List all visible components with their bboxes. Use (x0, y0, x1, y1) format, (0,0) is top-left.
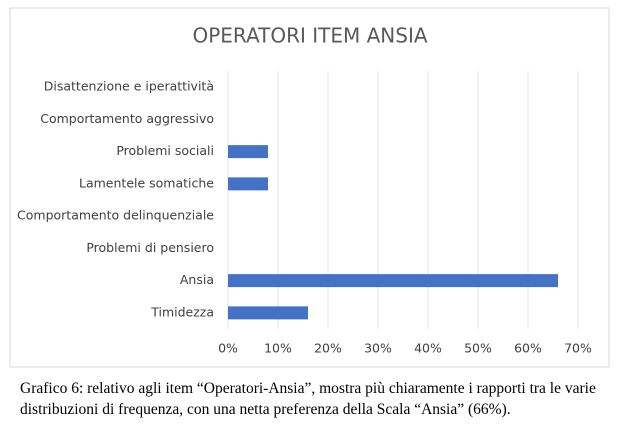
x-tick-label: 20% (314, 341, 342, 356)
x-tick-label: 70% (564, 341, 592, 356)
y-tick-label: Comportamento delinquenziale (17, 208, 214, 223)
y-tick-label: Disattenzione e iperattività (44, 79, 214, 94)
y-tick-label: Ansia (180, 272, 214, 287)
y-tick-label: Timidezza (150, 304, 214, 319)
y-tick-label: Comportamento aggressivo (40, 111, 214, 126)
chart-frame (9, 7, 610, 368)
bar (228, 145, 268, 159)
x-tick-label: 10% (264, 341, 292, 356)
chart: OPERATORI ITEM ANSIA 0% 10% 20% 30% 40% 50% 60… (9, 7, 610, 368)
y-tick-label: Problemi sociali (116, 143, 214, 158)
bar (228, 177, 268, 191)
x-tick-label: 30% (364, 341, 392, 356)
x-tick-label: 0% (218, 341, 238, 356)
bar (228, 274, 558, 288)
y-tick-label: Lamentele somatiche (79, 175, 214, 190)
x-tick-label: 50% (464, 341, 492, 356)
y-tick-label: Problemi di pensiero (86, 240, 214, 255)
chart-title: OPERATORI ITEM ANSIA (192, 24, 427, 48)
x-tick-label: 60% (514, 341, 542, 356)
x-tick-label: 40% (414, 341, 442, 356)
bar (228, 306, 308, 320)
caption: Grafico 6: relativo agli item “Operatori… (20, 380, 596, 418)
